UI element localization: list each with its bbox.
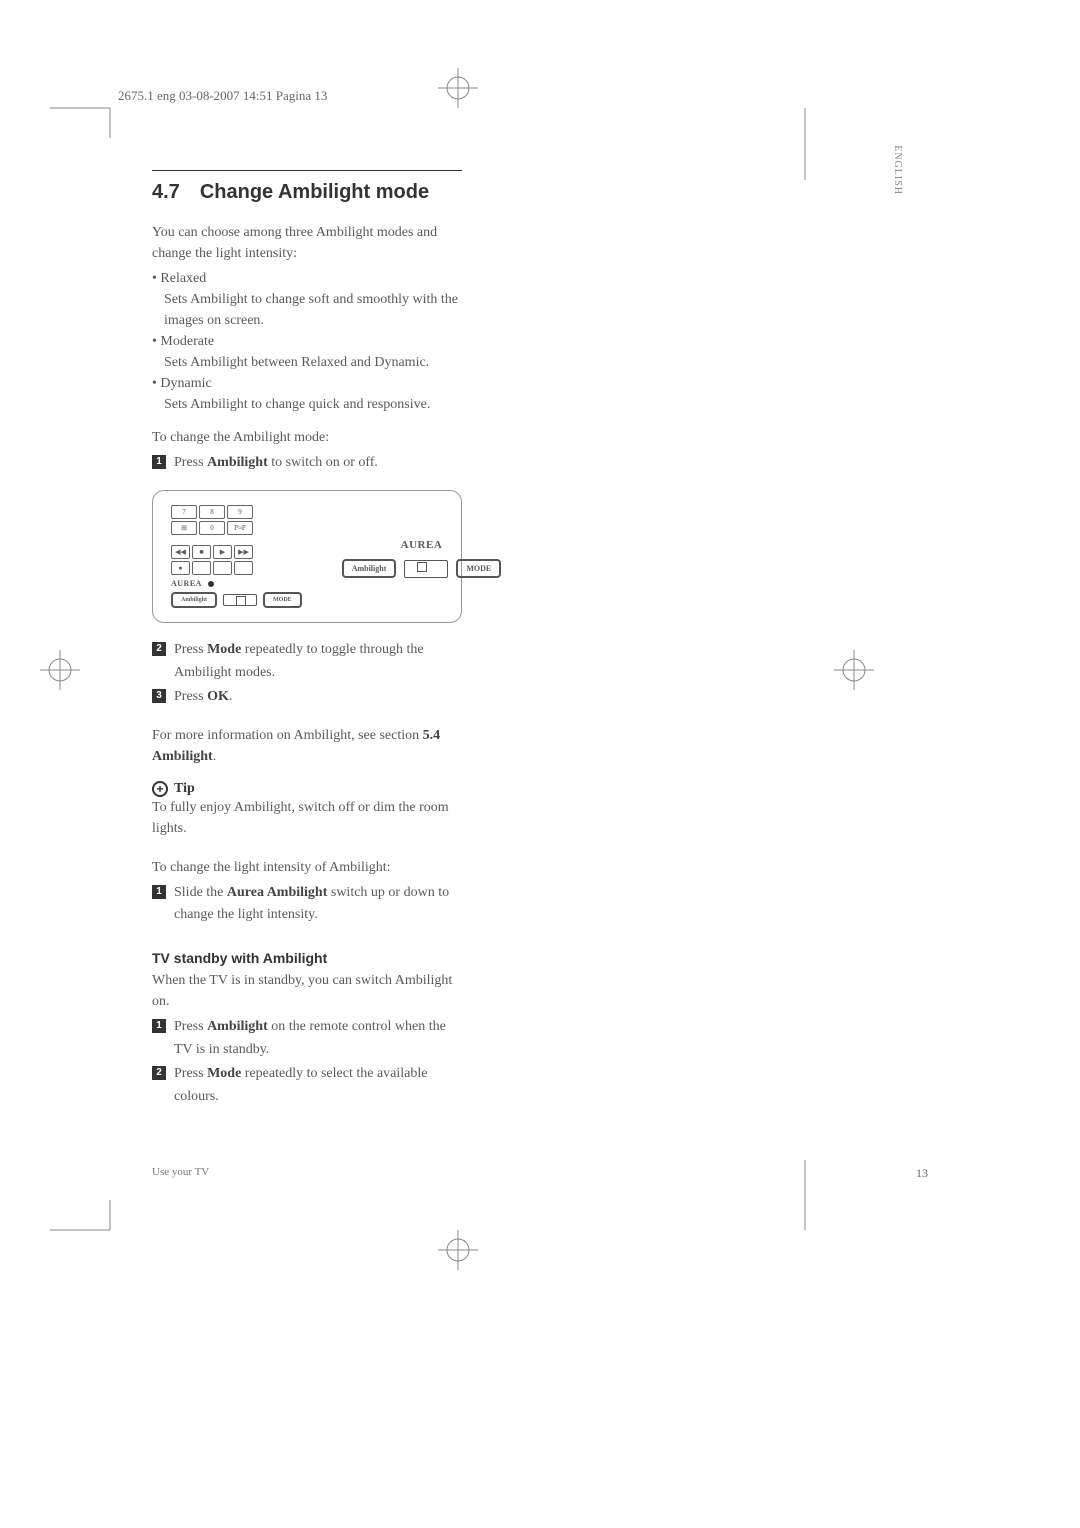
aurea-label: AUREA — [171, 579, 202, 588]
mode-desc: Sets Ambilight to change soft and smooth… — [164, 289, 462, 331]
remote-key: ◀◀ — [171, 545, 190, 559]
aurea-zoom-label: AUREA — [401, 539, 443, 551]
step-text: Press Ambilight on the remote control wh… — [174, 1016, 462, 1061]
step-number-icon: 3 — [152, 689, 166, 703]
step-number-icon: 1 — [152, 885, 166, 899]
mode-name: Moderate — [152, 331, 462, 352]
standby-intro: When the TV is in standby, you can switc… — [152, 970, 462, 1012]
step-text: Press Ambilight to switch on or off. — [174, 452, 462, 474]
remote-key: 7 — [171, 505, 197, 519]
mode-name: Relaxed — [152, 268, 462, 289]
remote-key: 9 — [227, 505, 253, 519]
page-header: 2675.1 eng 03-08-2007 14:51 Pagina 13 — [118, 88, 327, 104]
step-number-icon: 2 — [152, 1066, 166, 1080]
intro-text: You can choose among three Ambilight mod… — [152, 222, 462, 264]
step-number-icon: 2 — [152, 642, 166, 656]
step-3: 3 Press OK. — [152, 686, 462, 708]
remote-key: ▶▶ — [234, 545, 253, 559]
remote-key: ● — [171, 561, 190, 575]
slider-small — [223, 594, 257, 606]
slider-zoom — [404, 560, 448, 578]
intensity-step-1: 1 Slide the Aurea Ambilight switch up or… — [152, 882, 462, 927]
language-tab: ENGLISH — [892, 145, 903, 195]
more-info: For more information on Ambilight, see s… — [152, 725, 462, 767]
remote-zoom: AUREA Ambilight MODE — [342, 535, 502, 578]
remote-key: 8 — [199, 505, 225, 519]
remote-key: ■ — [192, 545, 211, 559]
remote-key — [234, 561, 253, 575]
tip-icon: + — [152, 781, 168, 797]
tip-heading: + Tip — [152, 781, 462, 797]
step-text: Press Mode repeatedly to select the avai… — [174, 1063, 462, 1108]
remote-figure: 789 ⊞0P≈P ◀◀■▶▶▶ ● AUREA Ambilight MODE … — [152, 490, 462, 623]
tip-text: To fully enjoy Ambilight, switch off or … — [152, 797, 462, 839]
step-1: 1 Press Ambilight to switch on or off. — [152, 452, 462, 474]
footer-left: Use your TV — [152, 1166, 209, 1178]
step-number-icon: 1 — [152, 455, 166, 469]
modes-list: RelaxedSets Ambilight to change soft and… — [152, 268, 462, 415]
mode-desc: Sets Ambilight between Relaxed and Dynam… — [164, 352, 462, 373]
mode-small-btn: MODE — [263, 592, 302, 608]
standby-step-1: 1 Press Ambilight on the remote control … — [152, 1016, 462, 1061]
change-mode-intro: To change the Ambilight mode: — [152, 427, 462, 448]
remote-key: 0 — [199, 521, 225, 535]
remote-diagram: 789 ⊞0P≈P ◀◀■▶▶▶ ● AUREA Ambilight MODE — [171, 505, 302, 608]
ambilight-zoom-btn: Ambilight — [342, 559, 397, 578]
mode-zoom-btn: MODE — [456, 559, 501, 578]
step-text: Press Mode repeatedly to toggle through … — [174, 639, 462, 684]
remote-key: ▶ — [213, 545, 232, 559]
step-text: Press OK. — [174, 686, 462, 708]
section-number: 4.7 — [152, 181, 180, 203]
intensity-intro: To change the light intensity of Ambilig… — [152, 857, 462, 878]
dot-icon — [208, 581, 214, 587]
step-text: Slide the Aurea Ambilight switch up or d… — [174, 882, 462, 927]
standby-step-2: 2 Press Mode repeatedly to select the av… — [152, 1063, 462, 1108]
section-heading: Change Ambilight mode — [200, 181, 429, 203]
standby-heading: TV standby with Ambilight — [152, 950, 462, 966]
main-content: 4.7 Change Ambilight mode You can choose … — [152, 170, 462, 1110]
section-rule — [152, 170, 462, 171]
footer-page-number: 13 — [916, 1166, 928, 1181]
step-2: 2 Press Mode repeatedly to toggle throug… — [152, 639, 462, 684]
remote-key — [213, 561, 232, 575]
remote-key — [192, 561, 211, 575]
mode-desc: Sets Ambilight to change quick and respo… — [164, 394, 462, 415]
remote-key: ⊞ — [171, 521, 197, 535]
mode-name: Dynamic — [152, 373, 462, 394]
section-title: 4.7 Change Ambilight mode — [152, 181, 462, 204]
ambilight-small-btn: Ambilight — [171, 592, 217, 608]
tip-label: Tip — [174, 781, 195, 797]
remote-key: P≈P — [227, 521, 253, 535]
step-number-icon: 1 — [152, 1019, 166, 1033]
